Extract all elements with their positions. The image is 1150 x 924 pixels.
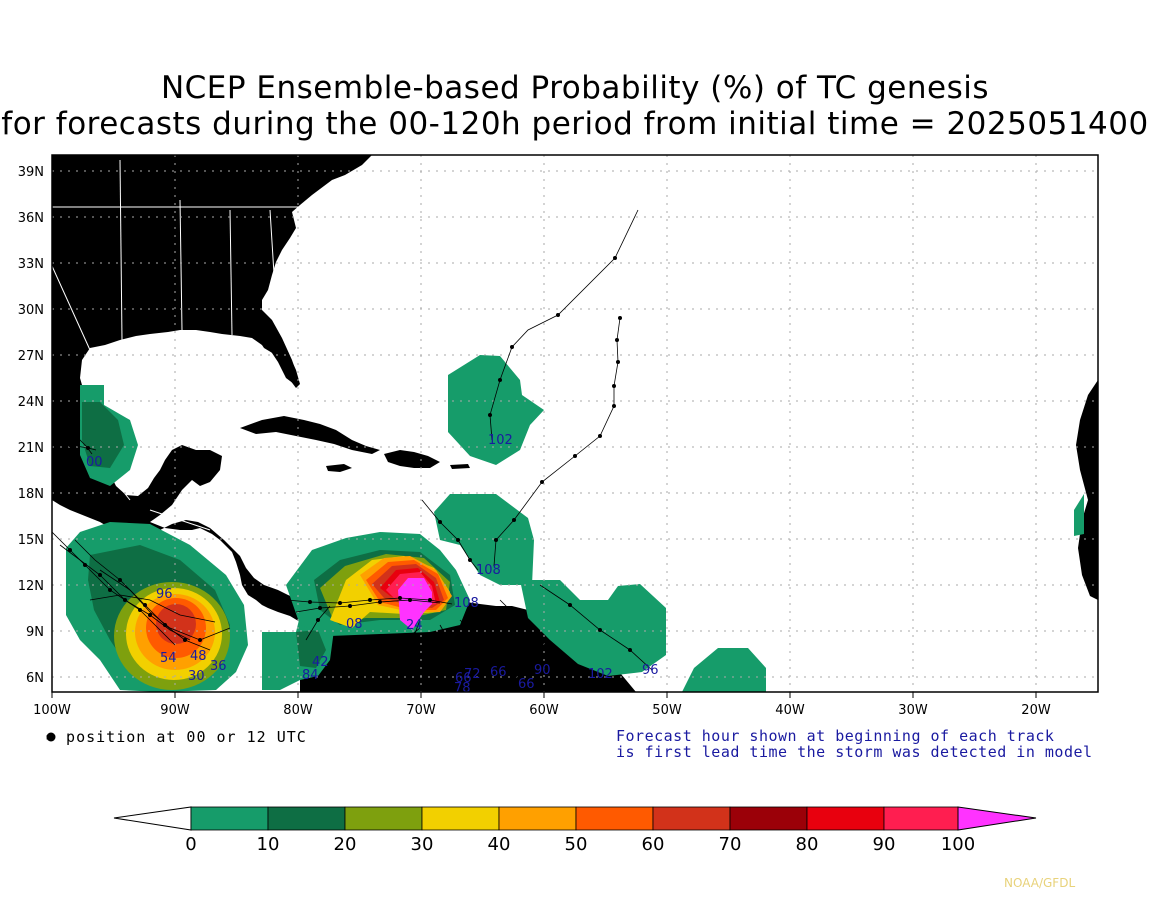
colorbar-low-arrow xyxy=(113,806,192,831)
track-label: 96 xyxy=(642,663,659,678)
colorbar-tick: 0 xyxy=(185,834,196,855)
track-label: 54 xyxy=(160,651,177,666)
lon-axis-labels: 100W 90W 80W 70W 60W 50W 40W 30W 20W xyxy=(33,703,1051,718)
colorbar-bin xyxy=(421,806,500,831)
colorbar xyxy=(113,806,1037,831)
colorbar-tick: 90 xyxy=(873,834,896,855)
lat-label: 33N xyxy=(18,257,44,272)
lat-label: 6N xyxy=(26,671,44,686)
colorbar-tick: 70 xyxy=(719,834,742,855)
lat-label: 24N xyxy=(18,395,44,410)
lon-label: 90W xyxy=(160,703,190,718)
lon-label: 70W xyxy=(406,703,436,718)
colorbar-bin xyxy=(498,806,577,831)
track-label: 66 xyxy=(518,677,535,692)
title-line-2: for forecasts during the 00-120h period … xyxy=(1,106,1149,142)
colorbar-tick: 30 xyxy=(411,834,434,855)
lat-label: 15N xyxy=(18,533,44,548)
colorbar-tick: 20 xyxy=(334,834,357,855)
title-line-1: NCEP Ensemble-based Probability (%) of T… xyxy=(160,70,990,106)
colorbar-bin xyxy=(344,806,423,831)
colorbar-tick: 10 xyxy=(257,834,280,855)
colorbar-bin xyxy=(652,806,731,831)
forecast-hour-note: Forecast hour shown at beginning of each… xyxy=(616,728,1093,760)
colorbar-tick: 60 xyxy=(642,834,665,855)
lon-label: 30W xyxy=(898,703,928,718)
lon-label: 60W xyxy=(529,703,559,718)
track-label: 72 xyxy=(464,667,481,682)
track-label: 66 xyxy=(455,671,472,686)
land-puerto-rico xyxy=(450,464,470,469)
lon-label: 20W xyxy=(1021,703,1051,718)
track-label: 48 xyxy=(190,649,207,664)
track-label: 08 xyxy=(346,617,363,632)
lat-axis-labels: 6N 9N 12N 15N 18N 21N 24N 27N 30N 33N 36… xyxy=(18,165,44,686)
colorbar-tick: 80 xyxy=(796,834,819,855)
land-yucatan xyxy=(186,450,222,486)
colorbar-bin xyxy=(575,806,654,831)
colorbar-high-arrow xyxy=(957,806,1037,831)
forecast-hour-note-line-1: Forecast hour shown at beginning of each… xyxy=(616,727,1055,745)
track-label: 36 xyxy=(210,659,227,674)
track-label: 30 xyxy=(188,669,205,684)
lat-label: 27N xyxy=(18,349,44,364)
borders xyxy=(52,159,300,531)
land-cuba xyxy=(240,416,380,454)
grid xyxy=(52,155,1098,692)
forecast-hour-note-line-2: is first lead time the storm was detecte… xyxy=(616,743,1093,761)
track-label: 78 xyxy=(454,681,471,696)
colorbar-tick-labels: 0 10 20 30 40 50 60 70 80 90 100 xyxy=(185,834,975,855)
credit-text: NOAA/GFDL xyxy=(1004,876,1076,890)
colorbar-tick: 50 xyxy=(565,834,588,855)
colorbar-tick: 100 xyxy=(941,834,975,855)
track-label: 108 xyxy=(476,563,501,578)
colorbar-bin xyxy=(806,806,885,831)
lat-label: 30N xyxy=(18,303,44,318)
chart-title: NCEP Ensemble-based Probability (%) of T… xyxy=(0,70,1150,142)
track-label: 102 xyxy=(588,667,613,682)
track-points xyxy=(68,256,632,662)
track-label: 84 xyxy=(302,668,319,683)
track-label: 102 xyxy=(488,433,513,448)
axis-ticks xyxy=(51,692,1037,698)
colorbar-bin xyxy=(190,806,269,831)
colorbar-bin xyxy=(729,806,808,831)
lat-label: 21N xyxy=(18,441,44,456)
lat-label: 9N xyxy=(26,625,44,640)
lat-label: 36N xyxy=(18,211,44,226)
track-label: 90 xyxy=(534,663,551,678)
lon-label: 50W xyxy=(652,703,682,718)
lat-label: 18N xyxy=(18,487,44,502)
colorbar-tick: 40 xyxy=(488,834,511,855)
track-label: 00 xyxy=(86,455,103,470)
map-frame xyxy=(51,154,1099,693)
lon-label: 40W xyxy=(775,703,805,718)
track-label: 66 xyxy=(490,665,507,680)
land-hispaniola xyxy=(384,450,440,468)
lon-label: 80W xyxy=(283,703,313,718)
position-dot-icon xyxy=(46,732,56,742)
land-florida xyxy=(260,342,300,388)
lat-label: 39N xyxy=(18,165,44,180)
land-jamaica xyxy=(326,464,352,472)
colorbar-bin xyxy=(267,806,346,831)
colorbar-bin xyxy=(883,806,959,831)
probability-shading xyxy=(66,355,1084,692)
land-africa xyxy=(1076,380,1098,600)
lat-label: 12N xyxy=(18,579,44,594)
track-label: 108 xyxy=(454,596,479,611)
track-label: 42 xyxy=(312,655,329,670)
lon-label: 100W xyxy=(33,703,71,718)
track-label: 24 xyxy=(406,618,423,633)
position-legend-text: = position at 00 or 12 UTC xyxy=(46,728,307,746)
land-north-america xyxy=(52,155,372,632)
track-label: 96 xyxy=(156,587,173,602)
track-start-labels: 102 108 108 66 90 66 102 96 72 66 78 84 … xyxy=(86,433,659,696)
